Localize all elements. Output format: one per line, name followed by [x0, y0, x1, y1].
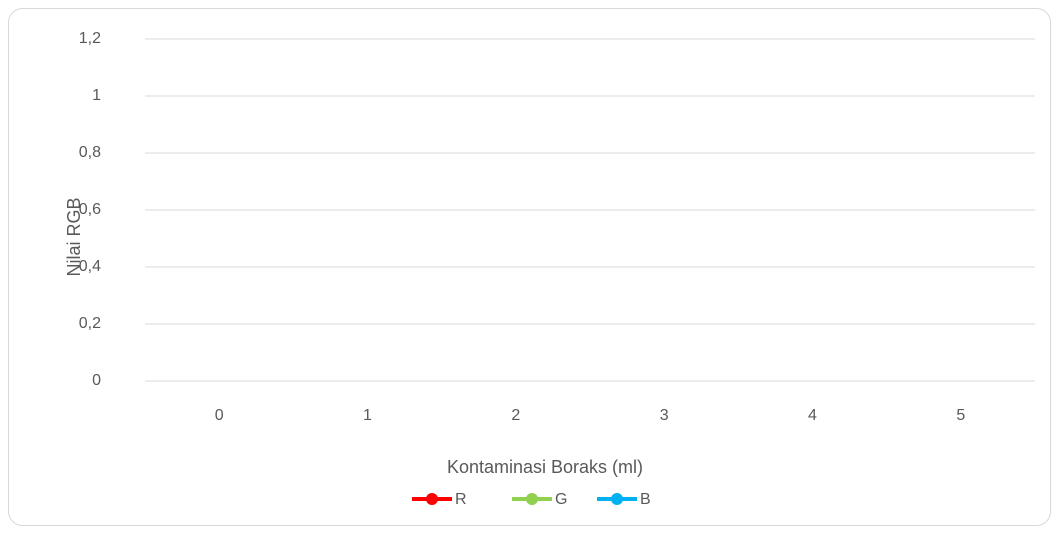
x-tick-label: 4 — [808, 407, 817, 424]
legend-marker — [526, 493, 538, 505]
x-tick-label: 3 — [660, 407, 669, 424]
y-tick-label: 0 — [92, 372, 101, 389]
legend-label: R — [455, 491, 467, 508]
x-tick-label: 0 — [215, 407, 224, 424]
legend-label: G — [555, 491, 567, 508]
y-axis-title: Nilai RGB — [64, 197, 84, 276]
y-tick-label: 1,2 — [79, 30, 101, 47]
legend-label: B — [640, 491, 651, 508]
y-tick-label: 0,6 — [79, 201, 101, 218]
x-tick-label: 2 — [511, 407, 520, 424]
legend-marker — [611, 493, 623, 505]
y-tick-label: 0,4 — [79, 258, 101, 275]
legend-marker — [426, 493, 438, 505]
x-tick-label: 5 — [956, 407, 965, 424]
y-tick-label: 0,8 — [79, 144, 101, 161]
y-tick-label: 1 — [92, 87, 101, 104]
x-axis-title: Kontaminasi Boraks (ml) — [447, 457, 643, 477]
y-tick-label: 0,2 — [79, 315, 101, 332]
x-tick-label: 1 — [363, 407, 372, 424]
